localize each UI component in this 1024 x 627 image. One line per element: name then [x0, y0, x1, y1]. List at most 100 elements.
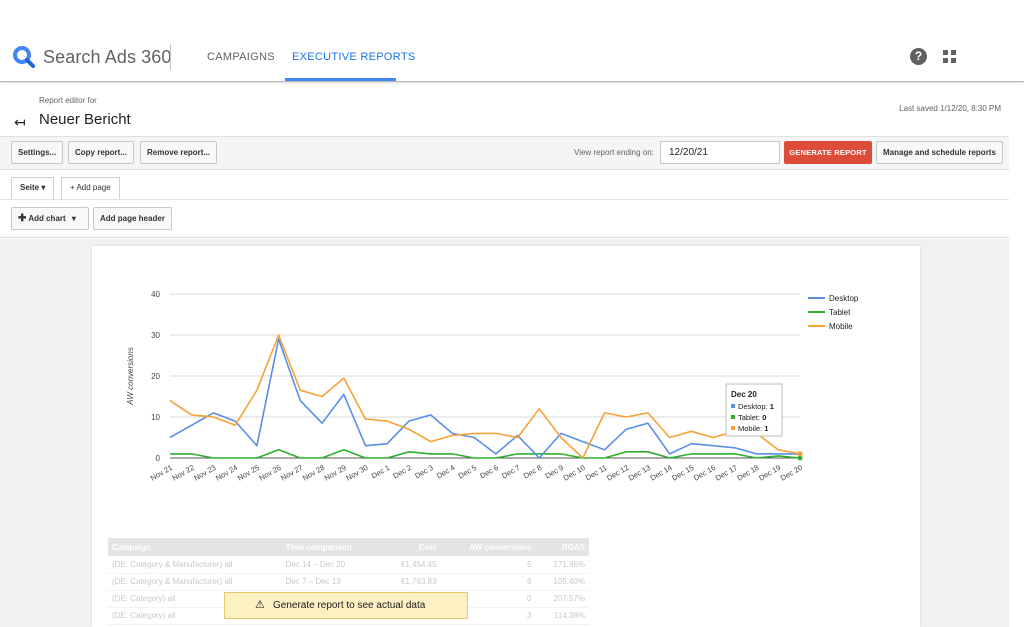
copy-report-button[interactable]: Copy report...	[68, 141, 135, 164]
tooltip-swatch	[731, 404, 735, 408]
tooltip-row-label: Desktop: 1	[738, 402, 774, 411]
x-tick-label: Nov 24	[214, 463, 239, 483]
series-point-mobile	[797, 451, 803, 457]
x-tick-label: Dec 15	[670, 463, 695, 483]
x-tick-label: Dec 18	[735, 463, 760, 483]
series-line-mobile	[169, 334, 801, 459]
page-tab-bar	[0, 170, 1009, 200]
y-tick-label: 0	[156, 454, 161, 463]
campaign-data-table: Campaign Time comparison Cost AW convers…	[108, 538, 589, 625]
add-page-header-button[interactable]: Add page header	[93, 207, 172, 230]
x-tick-label: Nov 29	[323, 463, 348, 483]
table-cell: 171.96%	[535, 556, 589, 574]
report-end-date-input[interactable]: 12/20/21	[660, 141, 780, 164]
y-tick-label: 20	[151, 372, 160, 381]
generate-report-notice: ⚠ Generate report to see actual data	[224, 592, 468, 619]
tooltip-swatch	[731, 426, 735, 430]
legend-label: Tablet	[829, 308, 851, 317]
table-cell: 105.40%	[535, 573, 589, 591]
table-cell: 207.57%	[535, 590, 589, 608]
y-axis-label: AW conversions	[126, 347, 135, 406]
table-row: (DE: Category & Manufacturer) all Dec 14…	[108, 556, 589, 574]
tab-executive-reports[interactable]: EXECUTIVE REPORTS	[292, 51, 416, 63]
x-tick-label: Dec 2	[391, 463, 412, 481]
remove-report-button[interactable]: Remove report...	[140, 141, 218, 164]
tab-campaigns[interactable]: CAMPAIGNS	[207, 51, 275, 63]
tab-page-seite[interactable]: Seite ▾	[11, 177, 55, 199]
x-tick-label: Nov 26	[258, 463, 283, 483]
add-page-button[interactable]: + Add page	[61, 177, 120, 199]
x-tick-label: Dec 11	[584, 463, 609, 482]
tooltip-row-value: 1	[764, 424, 768, 433]
warning-icon: ⚠	[255, 599, 265, 611]
page-tab-label: Seite	[20, 183, 40, 192]
x-tick-label: Dec 17	[714, 463, 739, 483]
table-cell: (DE: Category & Manufacturer) all	[108, 573, 282, 591]
plus-icon: ✚	[18, 213, 27, 224]
table-cell: 5	[440, 556, 536, 574]
x-tick-label: Dec 14	[649, 463, 674, 483]
table-cell: 6	[440, 573, 536, 591]
x-tick-label: Nov 27	[279, 463, 304, 483]
apps-grid-icon[interactable]	[943, 50, 956, 63]
back-arrow-icon[interactable]: ↤	[14, 114, 26, 130]
legend-label: Desktop	[829, 294, 859, 303]
active-tab-indicator	[285, 78, 396, 81]
column-header-cost: Cost	[381, 538, 441, 556]
chevron-down-icon: ▾	[71, 214, 76, 223]
column-header-campaign: Campaign	[108, 538, 282, 556]
x-tick-label: Nov 23	[192, 463, 217, 483]
tooltip-row-value: 0	[762, 413, 766, 422]
column-header-roas: ROAS	[535, 538, 589, 556]
x-tick-label: Dec 7	[500, 463, 521, 481]
column-header-aw-conversions: AW conversions	[440, 538, 536, 556]
x-tick-label: Dec 10	[562, 463, 587, 483]
table-cell: (DE: Category & Manufacturer) all	[108, 556, 282, 574]
tooltip-row-label: Tablet: 0	[738, 413, 766, 422]
table-row: (DE: Category & Manufacturer) all Dec 7 …	[108, 573, 589, 591]
search-ads-logo-icon	[13, 46, 35, 68]
chevron-down-icon: ▾	[41, 183, 46, 192]
x-tick-label: Dec 1	[370, 463, 391, 481]
x-tick-label: Nov 21	[149, 463, 174, 483]
column-header-time-comparison: Time comparison	[281, 538, 382, 556]
tooltip-title: Dec 20	[731, 390, 757, 399]
x-tick-label: Nov 25	[236, 463, 261, 483]
x-tick-label: Dec 3	[413, 463, 434, 481]
x-tick-label: Nov 28	[301, 463, 326, 483]
app-header	[0, 0, 1024, 82]
header-divider	[170, 44, 171, 70]
table-header-row: Campaign Time comparison Cost AW convers…	[108, 538, 589, 556]
table-cell: €1,763.83	[381, 573, 441, 591]
tooltip-row-label: Mobile: 1	[738, 424, 768, 433]
x-tick-label: Dec 8	[522, 463, 543, 481]
settings-button[interactable]: Settings...	[11, 141, 64, 164]
view-report-label: View report ending on:	[574, 148, 654, 157]
y-tick-label: 10	[151, 413, 160, 422]
manage-schedule-button[interactable]: Manage and schedule reports	[876, 141, 1003, 164]
table-cell: Dec 14 – Dec 20	[281, 556, 382, 574]
x-tick-label: Dec 12	[605, 463, 630, 483]
app-name: Search Ads 360	[43, 47, 172, 67]
series-point-tablet	[797, 455, 803, 461]
add-chart-label: Add chart	[28, 214, 66, 223]
help-icon[interactable]: ?	[910, 48, 927, 65]
generate-report-button[interactable]: GENERATE REPORT	[784, 141, 872, 164]
y-tick-label: 30	[151, 331, 160, 340]
x-tick-label: Dec 13	[627, 463, 652, 483]
series-line-desktop	[169, 338, 800, 459]
chart-tooltip	[725, 383, 783, 437]
x-tick-label: Dec 19	[757, 463, 782, 483]
last-saved-status: Last saved 1/12/20, 8:30 PM	[899, 104, 1001, 113]
x-tick-label: Dec 6	[478, 463, 499, 481]
tooltip-row-value: 1	[770, 402, 774, 411]
y-tick-label: 40	[151, 290, 160, 299]
x-tick-label: Nov 30	[344, 463, 369, 483]
report-editor-label: Report editor for	[39, 96, 97, 105]
legend-label: Mobile	[829, 322, 853, 331]
table-cell: Dec 7 – Dec 13	[281, 573, 382, 591]
x-tick-label: Dec 9	[544, 463, 565, 481]
table-cell: €1,454.45	[381, 556, 441, 574]
add-chart-button[interactable]: ✚ Add chart ▾	[11, 207, 89, 230]
